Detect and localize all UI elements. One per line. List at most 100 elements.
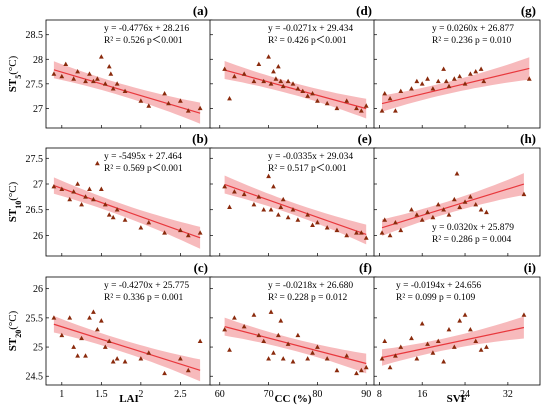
x-tick-label: 1 [59,389,64,400]
data-point [315,98,320,103]
y-tick-label: 28 [33,55,43,66]
data-point [256,61,262,66]
panel-letter: (c) [194,260,208,275]
regression-line [224,183,367,236]
regression-equation: y = -0.0218x + 26.680 [268,281,353,291]
data-point [454,171,460,176]
data-point [430,350,436,355]
y-axis-title-unit: (°C) [7,55,19,74]
data-point [473,338,479,344]
data-point [83,353,88,358]
data-point [310,350,315,355]
data-point [430,86,436,91]
data-point [98,318,104,323]
y-axis-title-main: ST [7,337,19,351]
data-point [162,91,167,96]
panel-g: (g) y = 0.0260x + 26.877 R² = 0.236 p = 0.… [373,3,541,129]
data-point [484,209,489,215]
data-point [83,78,88,84]
data-point [197,230,203,235]
panel-letter: (i) [524,260,536,275]
data-point [197,338,203,344]
regression-line [381,67,530,105]
confidence-band [53,177,201,249]
data-point [166,100,171,106]
data-point [295,332,301,338]
data-point [462,199,468,204]
data-point [435,78,441,84]
data-point [285,341,291,346]
data-point [290,207,296,212]
data-point [122,217,128,222]
data-point [393,353,398,358]
data-point [75,181,81,186]
data-point [409,86,414,91]
data-point [467,71,473,76]
data-point [266,54,271,59]
data-point [146,350,152,355]
data-point [393,108,398,113]
regression-stats: R² = 0.426 p＜0.001 [268,36,347,46]
data-point [83,194,88,199]
data-point [197,105,203,111]
data-point [256,194,262,199]
panel-letter: (d) [356,3,372,18]
data-point [358,367,364,373]
data-point [425,209,430,215]
confidence-band [53,316,201,382]
data-point [138,356,144,361]
regression-equation: y = -0.0271x + 29.434 [268,24,353,34]
panel-b: 26 26.5 27 27.5 (b) y = -5495x + 27.464 R² = 0… [26,131,213,257]
x-tick-label: 90 [361,389,371,400]
data-point [138,225,144,230]
data-point [457,318,463,323]
panel-e: (e) y = -0.0335x + 29.034 R² = 0.517 p＜0.0… [209,131,377,257]
data-point [122,88,128,93]
data-point [441,207,447,212]
data-point [451,76,457,81]
confidence-band [382,173,524,236]
data-point [430,214,436,220]
panel-frame [209,147,377,257]
data-point [379,230,385,235]
confidence-band [382,316,524,366]
data-point [114,356,120,361]
x-tick-label: 2.5 [174,389,187,400]
data-point [379,356,385,361]
data-point [315,344,320,349]
regression-stats: R² = 0.228 p = 0.012 [268,293,348,303]
data-point [266,356,271,361]
y-axis-title-unit: (°C) [7,181,19,200]
data-point [521,312,527,317]
x-tick-label: 32 [503,389,513,400]
data-point [51,183,57,189]
data-point [414,356,420,361]
data-point [414,78,420,84]
data-point [414,212,420,217]
data-point [241,71,247,76]
panel-letter: (a) [193,3,208,18]
regression-stats: R² = 0.236 p = 0.010 [432,36,512,46]
data-point [425,341,430,346]
data-point [71,344,77,349]
data-point [379,108,385,113]
data-point [278,318,284,323]
regression-line [53,69,201,114]
data-point [521,191,527,197]
data-point [110,86,116,91]
data-point [91,309,96,314]
y-tick-label: 26.5 [26,205,44,216]
regression-stats: R² = 0.336 p = 0.001 [104,293,184,303]
data-point [94,76,100,81]
data-point [310,222,315,227]
data-point [280,83,286,89]
data-point [91,196,96,202]
data-point [478,347,484,352]
data-point [63,61,69,66]
data-point [467,326,473,332]
data-point [106,338,112,344]
data-point [51,71,57,76]
data-point [300,88,306,93]
data-point [94,326,100,332]
data-point [285,214,291,220]
